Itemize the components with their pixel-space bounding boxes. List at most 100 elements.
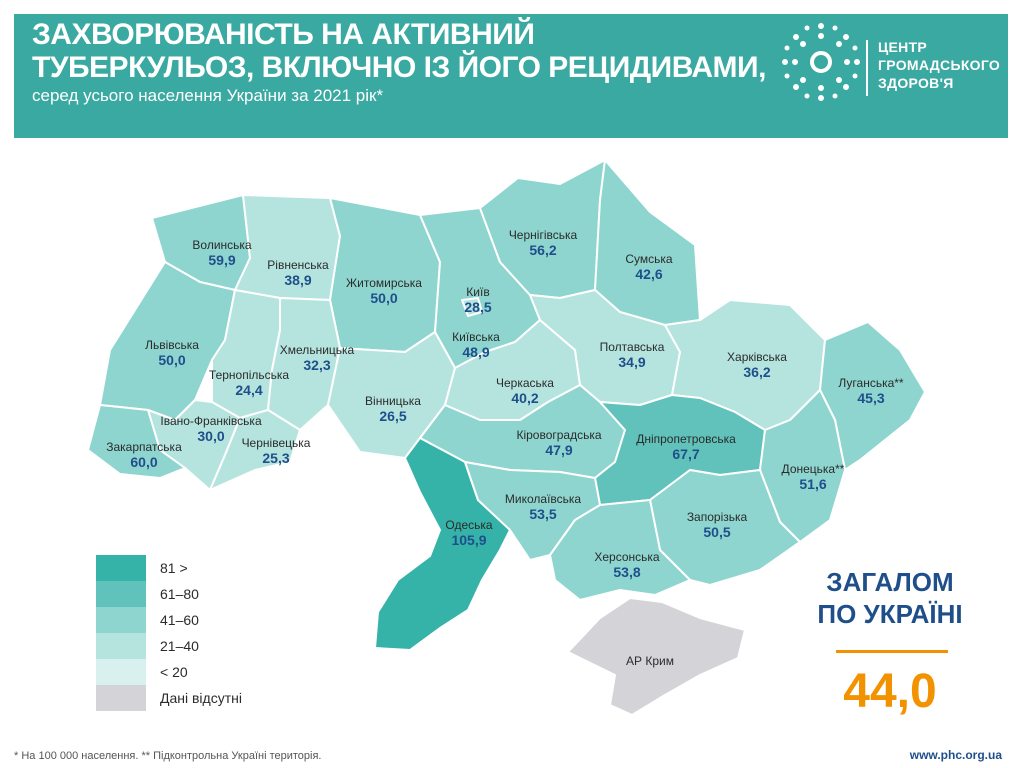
region-name: Чернівецька bbox=[241, 436, 311, 450]
region-name: Черкаська bbox=[496, 376, 554, 390]
region-value: 48,9 bbox=[462, 344, 490, 360]
map-label-sumska: Сумська 42,6 bbox=[625, 252, 672, 283]
national-total-value: 44,0 bbox=[843, 665, 937, 718]
region-value: 50,0 bbox=[158, 352, 186, 368]
region-value: 36,2 bbox=[743, 364, 771, 380]
legend-swatch bbox=[96, 633, 146, 659]
region-value: 56,2 bbox=[529, 242, 557, 258]
region-name: Донецька** bbox=[781, 462, 845, 476]
region-chernivetska[interactable] bbox=[209, 409, 301, 491]
region-value: 24,4 bbox=[235, 382, 263, 398]
region-khersonska[interactable] bbox=[549, 499, 691, 601]
legend-swatch bbox=[96, 555, 146, 581]
region-name: Херсонська bbox=[594, 550, 660, 564]
region-value: 50,0 bbox=[370, 290, 398, 306]
map-label-ternopilska: Тернопільська 24,4 bbox=[209, 368, 289, 399]
region-name: Тернопільська bbox=[208, 368, 290, 382]
region-sumska[interactable] bbox=[594, 159, 701, 326]
logo-line-1: ЦЕНТР bbox=[878, 39, 928, 55]
region-kyiv-city[interactable] bbox=[461, 297, 483, 317]
legend-label: 81 > bbox=[160, 560, 188, 576]
region-value: 26,5 bbox=[379, 408, 407, 424]
title-line-2: ТУБЕРКУЛЬОЗ, ВКЛЮЧНО ІЗ ЙОГО РЕЦИДИВАМИ, bbox=[32, 51, 766, 84]
map-label-odeska: Одеська 105,9 bbox=[445, 518, 492, 549]
map-label-kharkivska: Харківська 36,2 bbox=[727, 350, 787, 381]
logo-line-2: ГРОМАДСЬКОГО bbox=[878, 57, 1001, 73]
legend-label: 21–40 bbox=[160, 638, 199, 654]
map-label-mykolaivska: Миколаївська 53,5 bbox=[505, 492, 581, 523]
title-line-1: ЗАХВОРЮВАНІСТЬ НА АКТИВНИЙ bbox=[32, 18, 535, 51]
region-value: 32,3 bbox=[303, 357, 331, 373]
region-value: 47,9 bbox=[545, 442, 573, 458]
map-label-cherkaska: Черкаська 40,2 bbox=[496, 376, 554, 407]
region-name: АР Крим bbox=[626, 654, 674, 668]
map-label-lvivska: Львівська 50,0 bbox=[145, 338, 199, 369]
region-name: Полтавська bbox=[599, 340, 665, 354]
region-name: Одеська bbox=[445, 518, 493, 532]
region-value: 34,9 bbox=[618, 354, 646, 370]
map-label-luhanska: Луганська** 45,3 bbox=[838, 376, 903, 407]
website-link[interactable]: www.phc.org.ua bbox=[909, 748, 1002, 762]
region-value: 38,9 bbox=[284, 272, 312, 288]
region-name: Чернігівська bbox=[508, 228, 578, 242]
region-zakarpatska[interactable] bbox=[87, 404, 186, 479]
national-total-line-2: ПО УКРАЇНІ bbox=[817, 599, 963, 629]
region-value: 25,3 bbox=[262, 450, 290, 466]
map-label-ivano-frankivska: Івано-Франківська 30,0 bbox=[160, 414, 261, 445]
map-label-khersonska: Херсонська 53,8 bbox=[594, 550, 659, 581]
region-name: Запорізька bbox=[686, 510, 748, 524]
map-label-khmelnytska: Хмельницька 32,3 bbox=[280, 343, 354, 374]
region-name: Житомирська bbox=[346, 276, 422, 290]
region-name: Вінницька bbox=[365, 394, 421, 408]
region-value: 67,7 bbox=[672, 446, 700, 462]
region-value: 50,5 bbox=[703, 524, 731, 540]
logo-line-3: ЗДОРОВ'Я bbox=[878, 75, 954, 91]
region-value: 42,6 bbox=[635, 266, 663, 282]
map-label-zhytomyrska: Житомирська 50,0 bbox=[346, 276, 422, 307]
region-name: Івано-Франківська bbox=[160, 414, 262, 428]
page-title: ЗАХВОРЮВАНІСТЬ НА АКТИВНИЙ ТУБЕРКУЛЬОЗ, … bbox=[32, 18, 766, 84]
logo-text: ЦЕНТР ГРОМАДСЬКОГО ЗДОРОВ'Я bbox=[878, 38, 1000, 92]
legend-swatch bbox=[96, 581, 146, 607]
region-name: Львівська bbox=[145, 338, 199, 352]
legend-label: < 20 bbox=[160, 664, 188, 680]
region-value: 28,5 bbox=[464, 299, 492, 315]
map-label-chernivetska: Чернівецька 25,3 bbox=[242, 436, 311, 467]
region-value: 30,0 bbox=[197, 428, 225, 444]
national-total-title: ЗАГАЛОМ ПО УКРАЇНІ bbox=[800, 566, 980, 630]
legend-swatch bbox=[96, 659, 146, 685]
region-value: 60,0 bbox=[130, 454, 158, 470]
region-crimea[interactable] bbox=[567, 597, 746, 716]
region-value: 105,9 bbox=[451, 532, 487, 548]
region-name: Кіровоградська bbox=[516, 428, 602, 442]
legend-label: Дані відсутні bbox=[160, 690, 242, 706]
region-name: Луганська** bbox=[838, 376, 904, 390]
region-name: Закарпатська bbox=[106, 440, 182, 454]
map-label-rivnenska: Рівненська 38,9 bbox=[267, 258, 328, 289]
public-health-center-logo-icon bbox=[782, 23, 860, 101]
region-value: 53,8 bbox=[613, 564, 641, 580]
region-name: Хмельницька bbox=[279, 343, 355, 357]
region-name: Рівненська bbox=[267, 258, 329, 272]
region-value: 59,9 bbox=[208, 252, 236, 268]
legend-swatch bbox=[96, 607, 146, 633]
region-name: Дніпропетровська bbox=[636, 432, 736, 446]
map-label-kyiv-city: Київ 28,5 bbox=[464, 285, 491, 316]
map-label-poltavska: Полтавська 34,9 bbox=[600, 340, 665, 371]
logo-separator bbox=[866, 40, 868, 96]
legend-label: 41–60 bbox=[160, 612, 199, 628]
region-value: 53,5 bbox=[529, 506, 557, 522]
region-name: Київська bbox=[452, 330, 500, 344]
map-label-kirovohradska: Кіровоградська 47,9 bbox=[516, 428, 601, 459]
region-name: Волинська bbox=[192, 238, 252, 252]
legend-swatch bbox=[96, 685, 146, 711]
national-total-divider bbox=[836, 650, 948, 653]
region-value: 51,6 bbox=[799, 476, 827, 492]
map-label-chernihivska: Чернігівська 56,2 bbox=[509, 228, 577, 259]
legend-label: 61–80 bbox=[160, 586, 199, 602]
region-name: Миколаївська bbox=[504, 492, 582, 506]
region-name: Харківська bbox=[727, 350, 787, 364]
region-value: 40,2 bbox=[511, 390, 539, 406]
map-label-dnipropetrovska: Дніпропетровська 67,7 bbox=[636, 432, 736, 463]
